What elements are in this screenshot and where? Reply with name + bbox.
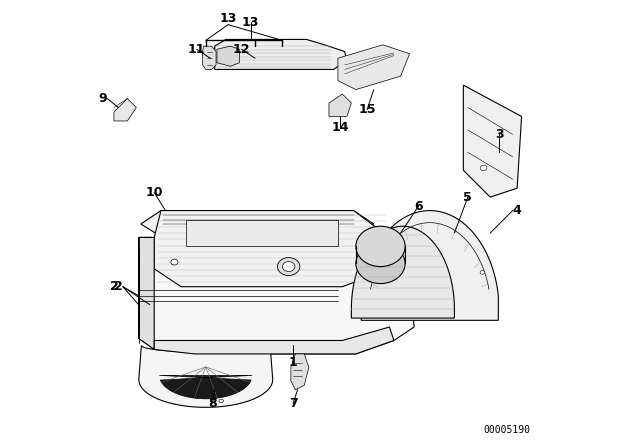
- Text: 00005190: 00005190: [484, 425, 531, 435]
- Text: 11: 11: [188, 43, 205, 56]
- Polygon shape: [351, 226, 454, 318]
- Polygon shape: [159, 375, 252, 399]
- Ellipse shape: [278, 258, 300, 276]
- Polygon shape: [138, 237, 154, 349]
- Text: 8: 8: [208, 396, 217, 410]
- Ellipse shape: [171, 259, 178, 265]
- Text: 2: 2: [109, 280, 118, 293]
- Text: 3: 3: [495, 128, 504, 141]
- Text: 7: 7: [289, 396, 298, 410]
- Ellipse shape: [364, 253, 375, 262]
- Polygon shape: [138, 237, 414, 354]
- Text: 12: 12: [233, 43, 250, 56]
- Polygon shape: [329, 94, 351, 116]
- Text: 13: 13: [220, 12, 237, 26]
- Polygon shape: [214, 39, 347, 69]
- Polygon shape: [217, 46, 239, 66]
- Polygon shape: [114, 99, 136, 121]
- Text: 13: 13: [242, 16, 259, 29]
- Polygon shape: [291, 354, 308, 390]
- Text: 6: 6: [414, 199, 423, 213]
- Polygon shape: [154, 327, 394, 354]
- Polygon shape: [154, 211, 389, 287]
- Text: 14: 14: [332, 121, 349, 134]
- Text: 4: 4: [513, 204, 522, 217]
- Ellipse shape: [356, 226, 405, 267]
- Text: 9: 9: [99, 92, 107, 105]
- Ellipse shape: [356, 243, 405, 284]
- Polygon shape: [361, 211, 499, 320]
- Ellipse shape: [480, 271, 484, 274]
- Text: 5: 5: [463, 190, 472, 204]
- Text: 2: 2: [114, 280, 123, 293]
- Polygon shape: [203, 46, 216, 69]
- Polygon shape: [141, 211, 374, 237]
- Polygon shape: [463, 85, 522, 197]
- Text: 10: 10: [145, 186, 163, 199]
- Ellipse shape: [480, 165, 487, 171]
- Polygon shape: [338, 45, 410, 90]
- Ellipse shape: [219, 399, 223, 403]
- Ellipse shape: [282, 262, 295, 271]
- Polygon shape: [139, 346, 273, 407]
- Polygon shape: [186, 220, 338, 246]
- Text: 15: 15: [358, 103, 376, 116]
- Text: 1: 1: [289, 356, 298, 370]
